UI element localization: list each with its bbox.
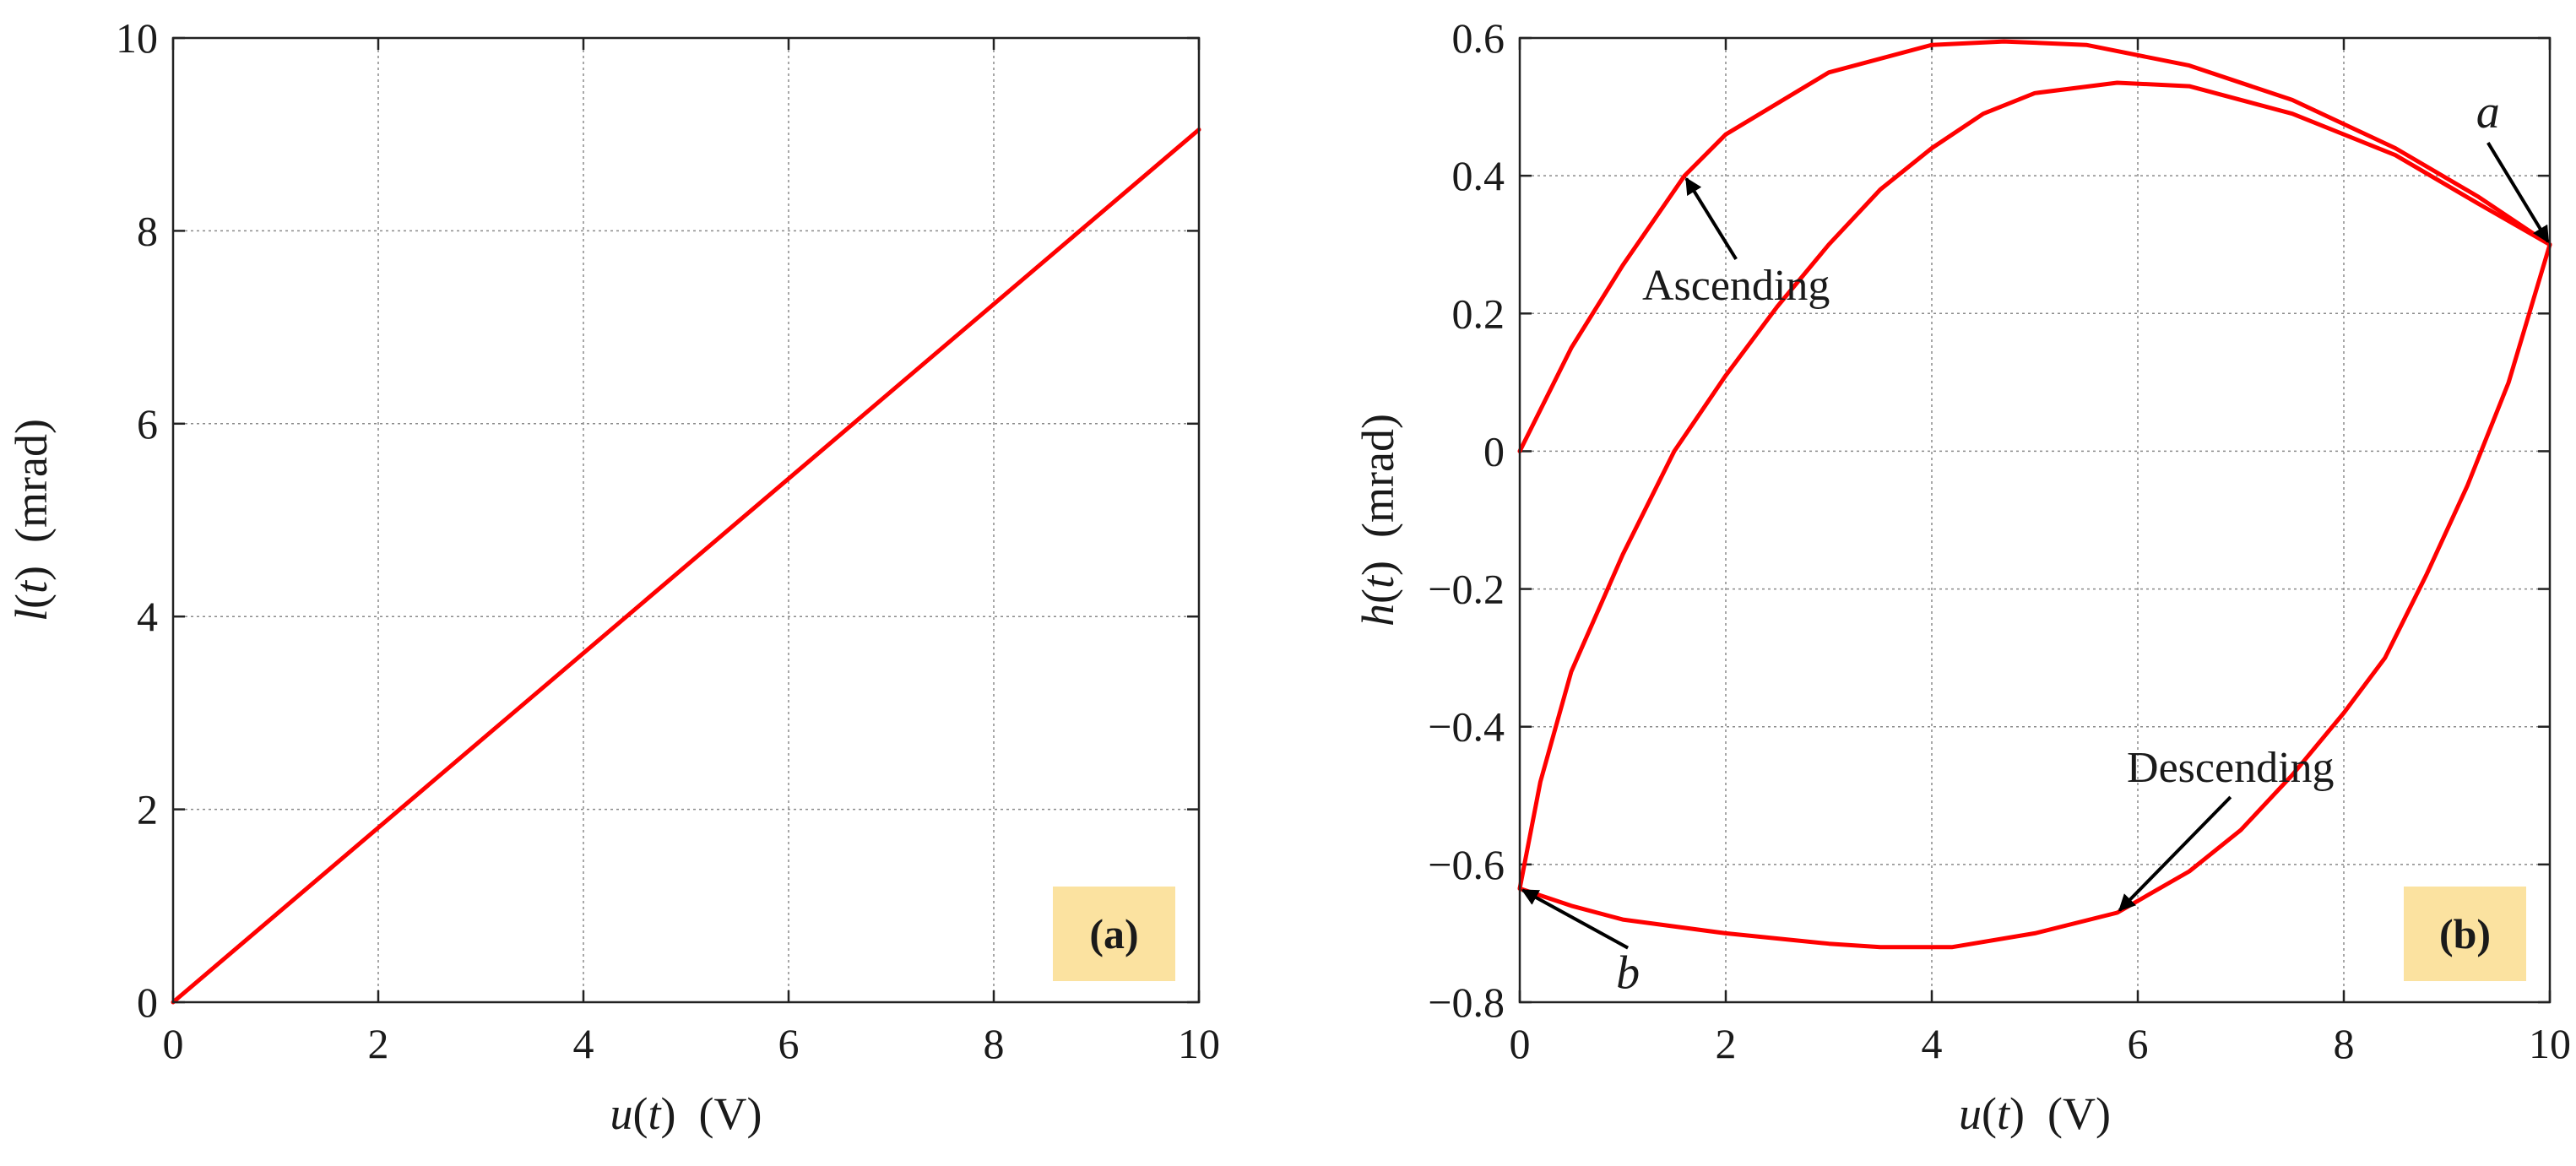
a-y-tick-label-5: 10 (116, 14, 158, 62)
b-panel-label: (b) (2439, 910, 2491, 957)
a-x-tick-label-5: 10 (1178, 1020, 1220, 1067)
b-annotation-arrow-3 (1521, 888, 1630, 950)
b-annotation-3: b (1616, 947, 1640, 1000)
b-y-tick-label-6: 0.4 (1452, 152, 1505, 199)
b-panel-badge (2404, 887, 2526, 981)
b-y-tick-label-2: −0.4 (1428, 703, 1505, 751)
a-x-tick-label-2: 4 (573, 1020, 594, 1067)
a-panel-label: (a) (1089, 910, 1138, 957)
b-series-line-0 (1517, 39, 2552, 453)
a-y-tick-label-2: 4 (137, 593, 158, 640)
b-x-tick-label-1: 2 (1716, 1020, 1737, 1067)
b-x-tick-label-3: 6 (2128, 1020, 2149, 1067)
b-annotation-0: Ascending (1642, 262, 1830, 310)
a-y-tick-label-4: 8 (137, 207, 158, 254)
a-y-axis-label: l(t) (mrad) (6, 419, 57, 621)
b-x-tick-label-5: 10 (2529, 1020, 2571, 1067)
b-annotation-arrow-1 (2118, 795, 2232, 912)
a-y-tick-label-1: 2 (137, 786, 158, 833)
b-x-tick-label-4: 8 (2334, 1020, 2355, 1067)
b-x-tick-label-2: 4 (1922, 1020, 1943, 1067)
a-y-tick-label-3: 6 (137, 400, 158, 447)
b-y-axis-label: h(t) (mrad) (1353, 414, 1403, 626)
b-y-tick-label-1: −0.6 (1428, 841, 1505, 888)
a-panel-badge (1053, 887, 1175, 981)
panel-b-hysteresis-chart: 0 2 4 6 8 10 −0.8 −0.6 −0.4 −0.2 0 0.2 0.4 0.6 Ascendi… (1353, 14, 2571, 1139)
b-axes-frame (1518, 36, 2552, 1004)
a-x-tick-label-3: 6 (778, 1020, 800, 1067)
a-x-tick-label-1: 2 (368, 1020, 389, 1067)
b-annotation-arrow-0 (1684, 176, 1738, 261)
a-axes-frame (171, 36, 1201, 1004)
a-x-tick-label-4: 8 (984, 1020, 1005, 1067)
a-y-tick-label-0: 0 (137, 979, 158, 1026)
b-y-tick-label-3: −0.2 (1428, 566, 1505, 613)
b-y-tick-label-7: 0.6 (1452, 14, 1505, 62)
b-annotation-2: a (2476, 86, 2500, 138)
a-x-tick-label-0: 0 (163, 1020, 184, 1067)
a-plot-area (173, 38, 1199, 1002)
b-y-tick-label-4: 0 (1483, 427, 1505, 475)
b-y-tick-label-0: −0.8 (1428, 979, 1505, 1026)
a-x-axis-label: u(t) (V) (610, 1088, 762, 1139)
b-plot-area (1520, 38, 2550, 1002)
panel-a-line-chart: 0 2 4 6 8 10 0 2 4 6 8 10 (a) u(t) (V) l(t) (mrad) (6, 14, 1220, 1139)
b-series-line-2 (1517, 80, 2552, 891)
b-x-tick-label-0: 0 (1510, 1020, 1531, 1067)
b-annotation-arrow-2 (2487, 142, 2550, 244)
b-y-tick-label-5: 0.2 (1452, 290, 1505, 337)
b-annotation-1: Descending (2127, 744, 2334, 792)
b-series-line-1 (1517, 242, 2552, 950)
b-x-axis-label: u(t) (V) (1959, 1088, 2111, 1139)
a-series-line-0 (171, 127, 1201, 1005)
